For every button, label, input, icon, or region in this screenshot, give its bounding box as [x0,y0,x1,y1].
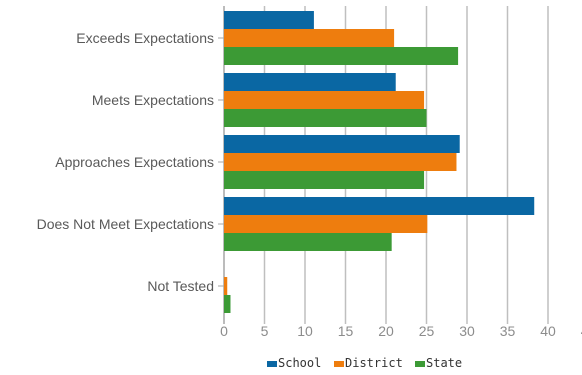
category-label: Meets Expectations [92,92,214,108]
legend-label-district: District [345,356,403,370]
category-label: Not Tested [147,278,214,294]
bar-school [224,135,460,153]
bar-state [224,47,459,65]
category-label: Exceeds Expectations [76,30,214,46]
bar-state [224,109,427,127]
bar-state [224,295,231,313]
bar-school [224,11,314,29]
bar-state [224,171,425,189]
x-tick-label: 45 [581,323,582,339]
x-tick-label: 35 [500,323,516,339]
x-tick-label: 25 [419,323,435,339]
legend-label-school: School [278,356,321,370]
x-tick-label: 0 [220,323,228,339]
category-label: Does Not Meet Expectations [37,216,214,232]
legend-swatch-school [267,361,277,367]
bar-district [224,29,395,47]
bar-school [224,197,535,215]
legend-label-state: State [426,356,462,370]
bar-district [224,153,457,171]
bar-state [224,233,392,251]
bar-district [224,277,228,295]
bar-school [224,73,396,91]
x-tick-label: 20 [378,323,394,339]
bar-district [224,91,425,109]
legend-swatch-district [334,361,344,367]
x-tick-label: 10 [297,323,313,339]
x-tick-label: 30 [459,323,475,339]
x-tick-label: 40 [540,323,556,339]
legend-swatch-state [415,361,425,367]
bar-district [224,215,428,233]
x-tick-label: 15 [338,323,354,339]
category-label: Approaches Expectations [55,154,214,170]
x-tick-label: 5 [261,323,269,339]
